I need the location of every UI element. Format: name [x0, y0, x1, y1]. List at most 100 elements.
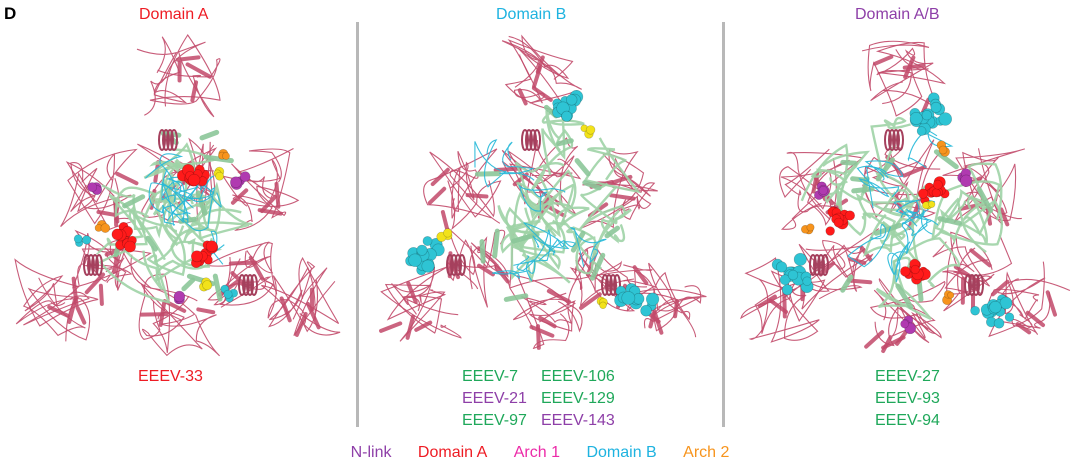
side-chain [162, 180, 199, 224]
beta-strand [999, 207, 1010, 227]
sphere [910, 264, 920, 275]
divider-left [356, 22, 359, 427]
beta-strand [440, 210, 449, 231]
beta-strand [990, 279, 1010, 297]
sphere [599, 301, 607, 309]
sphere [87, 182, 98, 192]
beta-strand [67, 297, 77, 324]
beta-strand [84, 272, 106, 295]
ribbon [602, 153, 652, 213]
ribbon [150, 287, 220, 357]
sphere [202, 280, 213, 291]
ribbon [191, 196, 253, 240]
structure-domain-b [379, 34, 707, 350]
beta-strand [609, 193, 636, 201]
panel-title-domain-a: Domain A [139, 6, 209, 23]
side-chain [513, 229, 551, 272]
sphere [566, 94, 578, 106]
ribbon [801, 244, 866, 292]
sphere [818, 185, 828, 196]
beta-strand [531, 86, 553, 102]
legend: N-link Domain A Arch 1 Domain B Arch 2 [0, 444, 1080, 462]
beta-strand [492, 228, 500, 259]
antibody-label: EEEV-27 [875, 368, 940, 385]
side-chain [145, 153, 184, 203]
ribbon [508, 277, 578, 330]
sphere [900, 319, 909, 329]
beta-strand [306, 302, 321, 330]
panel-title-domain-ab: Domain A/B [855, 6, 940, 23]
beta-strand [916, 278, 924, 302]
sphere [205, 240, 218, 253]
ribbon [380, 266, 462, 339]
sphere [900, 266, 911, 277]
antibody-label: EEEV-21 [462, 390, 527, 407]
ribbon [593, 208, 632, 257]
beta-strand [115, 171, 139, 186]
side-chain [847, 224, 891, 268]
helix [246, 274, 254, 296]
panel-title-domain-b: Domain B [496, 6, 567, 23]
ribbon [510, 231, 571, 284]
ribbon [60, 172, 135, 231]
sphere [1004, 312, 1015, 322]
beta-strand [556, 138, 574, 147]
helix [529, 129, 537, 151]
helix [458, 254, 466, 276]
helix [162, 129, 170, 151]
ribbon [575, 259, 622, 292]
antibody-label: EEEV-7 [462, 368, 519, 385]
ribbon [855, 191, 909, 219]
ribbon [583, 137, 641, 194]
beta-strand [476, 263, 495, 277]
beta-strand [199, 129, 220, 141]
sphere [81, 235, 92, 245]
ribbon [931, 180, 1001, 240]
ribbon [892, 237, 961, 291]
ribbon [962, 162, 1017, 222]
structure-domain-ab [740, 40, 1071, 354]
side-chain [181, 187, 222, 232]
beta-strand [538, 315, 557, 329]
ribbon [74, 229, 129, 291]
beta-strand [590, 252, 606, 281]
ribbon [779, 148, 841, 213]
helix [601, 274, 609, 296]
sphere [989, 300, 1002, 314]
sphere [640, 304, 652, 317]
antibody-label: EEEV-143 [541, 412, 615, 429]
sphere [928, 200, 936, 208]
helix [450, 254, 458, 276]
sphere [621, 291, 636, 305]
sphere [73, 234, 83, 244]
sphere [408, 253, 422, 267]
helix [605, 274, 613, 296]
ribbon [943, 162, 1003, 224]
sphere [931, 188, 941, 198]
sphere [173, 290, 186, 303]
ribbon [497, 205, 561, 270]
helix [813, 254, 821, 276]
antibody-label: EEEV-129 [541, 390, 615, 407]
helix [95, 254, 103, 276]
sphere [938, 145, 948, 155]
sphere [787, 269, 799, 281]
helix [87, 254, 95, 276]
sphere [806, 223, 815, 232]
sphere [793, 252, 807, 266]
ribbon [15, 287, 91, 342]
helix [83, 254, 91, 276]
ribbon [449, 150, 501, 224]
beta-strand [479, 239, 486, 264]
side-chain [887, 241, 911, 283]
ribbon [140, 283, 203, 357]
beta-strand [195, 190, 208, 216]
sphere [918, 188, 929, 199]
sphere [239, 171, 251, 182]
ribbon [516, 275, 583, 349]
beta-strand [75, 305, 87, 325]
beta-strand [517, 88, 528, 106]
beta-strand [430, 167, 450, 187]
ribbon [504, 35, 570, 114]
beta-strand [294, 311, 308, 337]
